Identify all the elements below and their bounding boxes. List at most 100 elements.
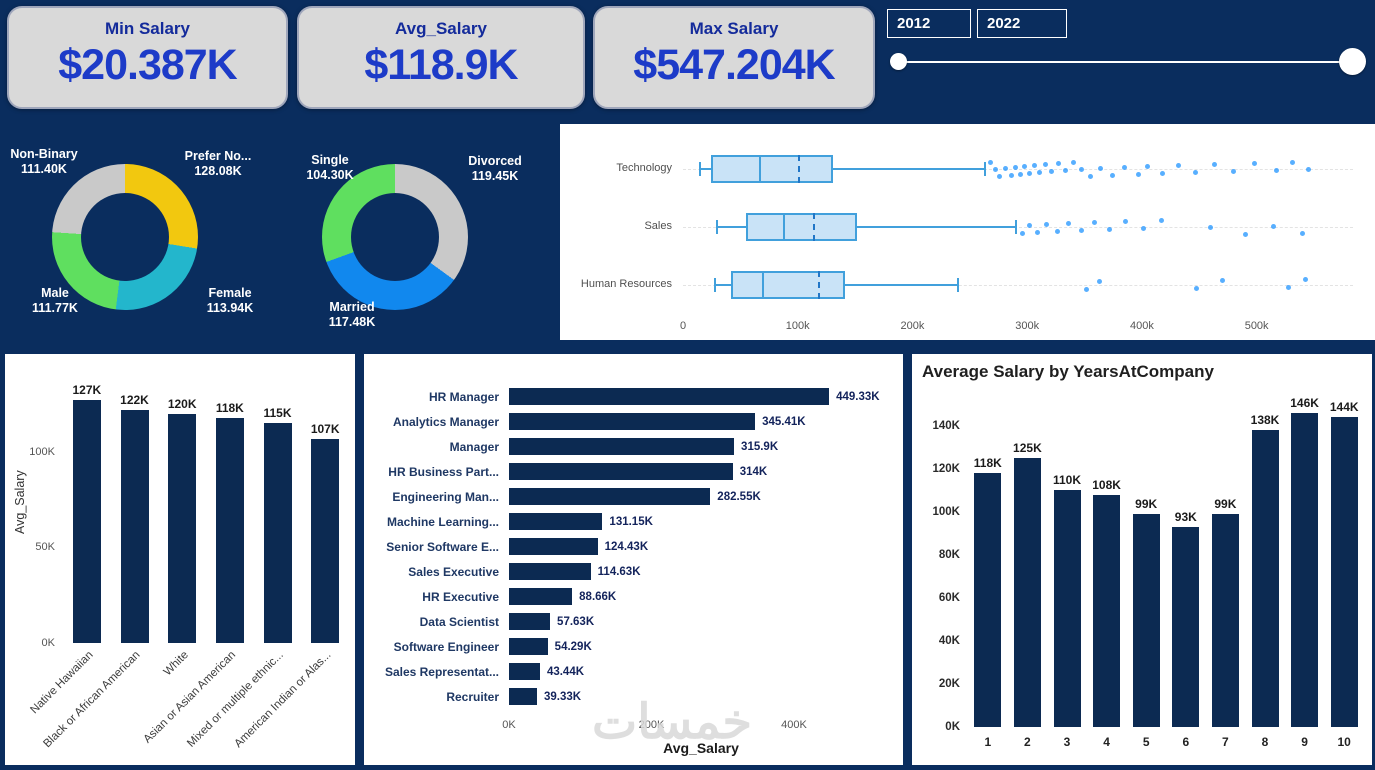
bar[interactable] — [1093, 494, 1121, 727]
bar[interactable] — [1291, 412, 1319, 727]
outlier-dot[interactable] — [1251, 160, 1257, 166]
outlier-dot[interactable] — [1135, 171, 1141, 177]
bar-value-label: 314K — [739, 465, 768, 478]
outlier-dot[interactable] — [1123, 218, 1129, 224]
year-end-field[interactable]: 2022 — [977, 9, 1067, 38]
outlier-dot[interactable] — [1084, 286, 1090, 292]
bar[interactable] — [120, 409, 149, 643]
marital-status-donut-chart[interactable] — [322, 164, 468, 310]
outlier-dot[interactable] — [1078, 227, 1084, 233]
outlier-dot[interactable] — [1194, 285, 1200, 291]
outlier-dot[interactable] — [1026, 222, 1032, 228]
bar[interactable] — [215, 417, 244, 643]
year-start-field[interactable]: 2012 — [887, 9, 971, 38]
outlier-dot[interactable] — [1078, 166, 1084, 172]
outlier-dot[interactable] — [1020, 230, 1026, 236]
outlier-dot[interactable] — [1242, 231, 1248, 237]
outlier-dot[interactable] — [1109, 172, 1115, 178]
bar[interactable] — [509, 438, 735, 455]
bar[interactable] — [509, 588, 573, 605]
outlier-dot[interactable] — [1122, 164, 1128, 170]
outlier-dot[interactable] — [1231, 168, 1237, 174]
bar[interactable] — [509, 388, 830, 405]
outlier-dot[interactable] — [1107, 226, 1113, 232]
bar[interactable] — [509, 538, 598, 555]
salary-distribution-boxplot[interactable]: Technology Sales Human Resources 0 100k 200k 3… — [560, 124, 1375, 340]
outlier-dot[interactable] — [1193, 169, 1199, 175]
bar[interactable] — [509, 663, 540, 680]
outlier-dot[interactable] — [1031, 162, 1037, 168]
bar[interactable] — [1211, 514, 1239, 727]
outlier-dot[interactable] — [1002, 165, 1008, 171]
outlier-dot[interactable] — [1305, 166, 1311, 172]
bar[interactable] — [509, 638, 548, 655]
year-slider-track[interactable] — [897, 61, 1354, 63]
bar[interactable] — [1172, 526, 1200, 727]
bar[interactable] — [509, 613, 551, 630]
outlier-dot[interactable] — [1303, 276, 1309, 282]
outlier-dot[interactable] — [1087, 173, 1093, 179]
outlier-dot[interactable] — [987, 159, 993, 165]
box-technology[interactable] — [710, 155, 834, 183]
outlier-dot[interactable] — [1211, 161, 1217, 167]
box-human-resources[interactable] — [731, 271, 845, 299]
outlier-dot[interactable] — [1044, 221, 1050, 227]
year-slider-handle-start[interactable] — [890, 53, 907, 70]
outlier-dot[interactable] — [1300, 230, 1306, 236]
bar[interactable] — [509, 688, 538, 705]
bar[interactable] — [509, 413, 756, 430]
bar[interactable] — [509, 563, 591, 580]
bar[interactable] — [509, 488, 711, 505]
outlier-dot[interactable] — [1219, 277, 1225, 283]
outlier-dot[interactable] — [992, 166, 998, 172]
outlier-dot[interactable] — [1273, 167, 1279, 173]
outlier-dot[interactable] — [1008, 172, 1014, 178]
outlier-dot[interactable] — [1092, 219, 1098, 225]
kpi-card-avg-salary[interactable]: Avg_Salary $118.9K — [297, 6, 585, 109]
kpi-card-max-salary[interactable]: Max Salary $547.204K — [593, 6, 875, 109]
outlier-dot[interactable] — [1037, 169, 1043, 175]
bar[interactable] — [72, 400, 101, 643]
bar[interactable] — [1330, 417, 1358, 727]
outlier-dot[interactable] — [1098, 165, 1104, 171]
bar-cell: 39.33K — [509, 684, 893, 709]
outlier-dot[interactable] — [1289, 159, 1295, 165]
outlier-dot[interactable] — [1208, 224, 1214, 230]
bar[interactable] — [311, 438, 340, 643]
outlier-dot[interactable] — [1065, 220, 1071, 226]
bar[interactable] — [168, 413, 197, 643]
bar[interactable] — [509, 513, 603, 530]
box-sales[interactable] — [746, 213, 858, 241]
outlier-dot[interactable] — [1017, 171, 1023, 177]
bar[interactable] — [974, 473, 1002, 727]
outlier-dot[interactable] — [1286, 284, 1292, 290]
outlier-dot[interactable] — [1160, 170, 1166, 176]
gender-donut-chart[interactable] — [52, 164, 198, 310]
outlier-dot[interactable] — [1070, 159, 1076, 165]
outlier-dot[interactable] — [997, 173, 1003, 179]
outlier-dot[interactable] — [1140, 225, 1146, 231]
bar[interactable] — [1013, 458, 1041, 727]
outlier-dot[interactable] — [1271, 223, 1277, 229]
outlier-dot[interactable] — [1022, 163, 1028, 169]
outlier-dot[interactable] — [1062, 167, 1068, 173]
bar[interactable] — [1132, 514, 1160, 727]
kpi-card-min-salary[interactable]: Min Salary $20.387K — [7, 6, 288, 109]
outlier-dot[interactable] — [1043, 161, 1049, 167]
year-slider-handle-end[interactable] — [1339, 48, 1366, 75]
outlier-dot[interactable] — [1096, 278, 1102, 284]
outlier-dot[interactable] — [1054, 228, 1060, 234]
bar-value-label: 124.43K — [604, 540, 649, 553]
outlier-dot[interactable] — [1176, 162, 1182, 168]
outlier-dot[interactable] — [1048, 168, 1054, 174]
bar[interactable] — [509, 463, 733, 480]
outlier-dot[interactable] — [1055, 160, 1061, 166]
bar[interactable] — [1251, 430, 1279, 727]
outlier-dot[interactable] — [1145, 163, 1151, 169]
outlier-dot[interactable] — [1013, 164, 1019, 170]
bar[interactable] — [1053, 490, 1081, 727]
bar[interactable] — [263, 423, 292, 643]
outlier-dot[interactable] — [1035, 229, 1040, 235]
outlier-dot[interactable] — [1158, 217, 1164, 223]
outlier-dot[interactable] — [1026, 170, 1032, 176]
